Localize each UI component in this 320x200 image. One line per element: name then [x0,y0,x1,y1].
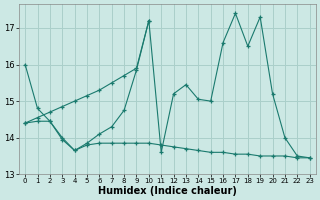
X-axis label: Humidex (Indice chaleur): Humidex (Indice chaleur) [98,186,237,196]
